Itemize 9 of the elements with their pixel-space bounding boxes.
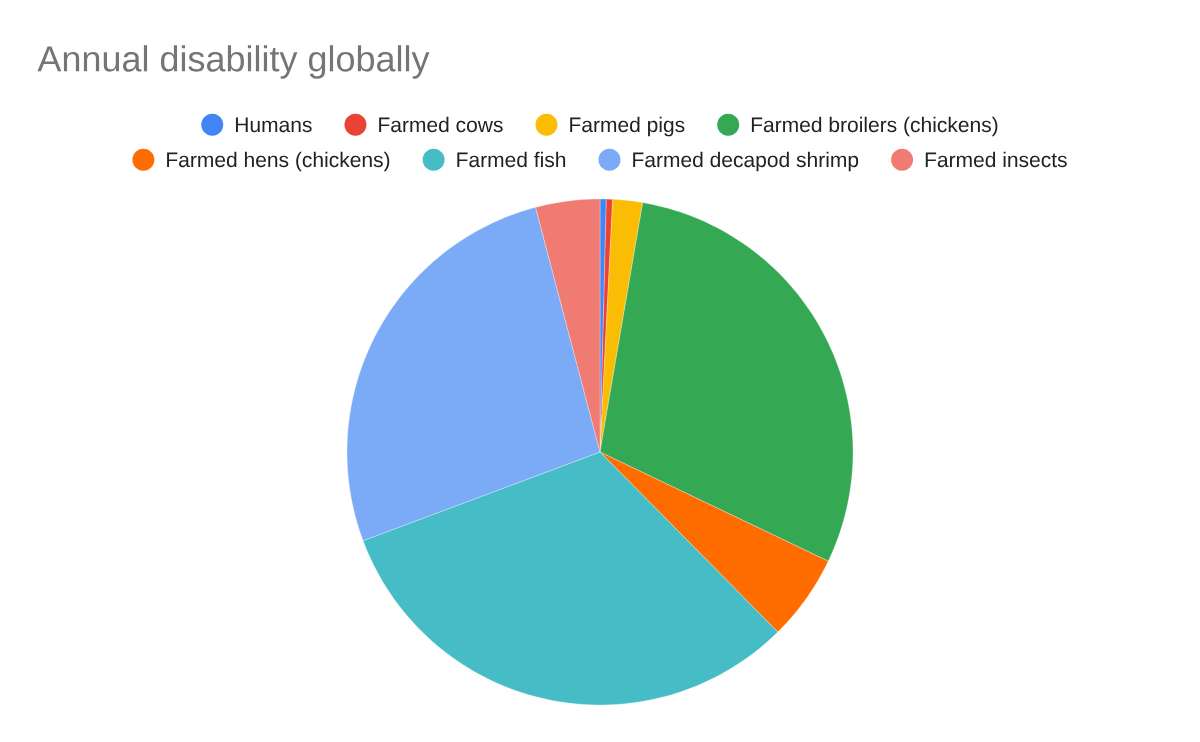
legend-label: Humans <box>235 117 312 133</box>
legend-label: Farmed decapod shrimp <box>633 151 859 172</box>
legend-label: Farmed insects <box>925 151 1067 168</box>
legend-label: Farmed broilers (chickens) <box>751 116 998 137</box>
legend-label: Farmed cows <box>379 116 503 133</box>
legend-label: Farmed pigs <box>570 116 685 137</box>
chart-title: Annual disability globally <box>37 45 430 79</box>
legend-label: Farmed hens (chickens) <box>167 151 390 172</box>
legend-label: Farmed fish <box>457 151 566 168</box>
